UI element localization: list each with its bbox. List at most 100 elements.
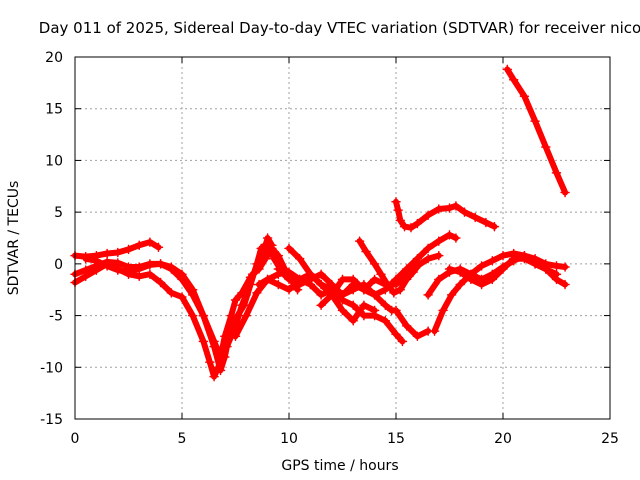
data-point <box>292 284 303 295</box>
y-tick-label: 5 <box>54 205 63 221</box>
data-point <box>423 210 433 220</box>
data-point <box>237 300 247 310</box>
data-point <box>254 264 264 274</box>
data-point <box>215 352 226 362</box>
data-point <box>434 274 444 285</box>
data-point <box>395 215 406 226</box>
data-point <box>205 357 215 367</box>
data-point <box>260 253 271 264</box>
data-point <box>551 261 562 271</box>
data-point <box>241 290 251 300</box>
data-point <box>123 267 134 277</box>
data-point <box>348 300 358 310</box>
y-axis-label: SDTVAR / TECUs <box>6 181 22 296</box>
data-point <box>256 243 266 254</box>
data-point <box>187 310 198 321</box>
data-point <box>560 262 570 272</box>
data-point <box>273 250 284 261</box>
data-point <box>502 64 513 75</box>
data-point <box>166 264 177 274</box>
data-point <box>284 274 294 285</box>
data-point <box>348 284 358 295</box>
data-point <box>397 336 408 347</box>
x-tick-label: 5 <box>178 431 187 447</box>
data-point <box>337 305 348 316</box>
data-point <box>209 336 219 347</box>
x-tick-labels: 0 5 10 15 20 25 <box>71 431 619 447</box>
data-point <box>560 279 570 290</box>
x-axis-label: GPS time / hours <box>281 458 398 474</box>
data-point <box>395 284 406 295</box>
data-point <box>327 290 337 300</box>
data-point <box>177 292 187 302</box>
data-point <box>80 265 91 275</box>
data-point <box>215 365 226 376</box>
data-point <box>487 256 498 266</box>
data-point <box>541 264 551 274</box>
grid <box>75 57 610 419</box>
data-point <box>348 274 358 285</box>
data-point <box>406 222 416 233</box>
y-tick-labels: -15 -10 -5 0 5 10 15 20 <box>40 50 63 428</box>
data-point <box>391 305 401 316</box>
y-tick-label: 20 <box>45 50 63 66</box>
data-point <box>305 269 316 279</box>
tick-marks <box>74 56 611 420</box>
data-point <box>316 290 326 300</box>
data-point <box>145 269 155 279</box>
data-point <box>476 279 487 290</box>
data-point <box>519 253 530 264</box>
data-point <box>359 284 369 295</box>
data-point <box>113 247 123 258</box>
data-point <box>481 217 491 228</box>
data-point <box>145 260 155 270</box>
data-point <box>414 259 425 269</box>
x-tick-label: 20 <box>494 431 512 447</box>
y-tick-label: 0 <box>54 257 63 273</box>
series-line <box>356 238 423 296</box>
data-point <box>451 201 461 211</box>
data-point <box>177 274 187 285</box>
data-point <box>155 277 166 288</box>
data-point <box>262 238 273 248</box>
data-point <box>262 274 273 285</box>
data-point <box>382 279 393 290</box>
data-point <box>187 290 198 300</box>
data-point <box>337 274 348 285</box>
data-point <box>459 207 470 217</box>
x-tick-label: 25 <box>601 431 619 447</box>
data-point <box>401 321 412 331</box>
data-point <box>391 329 401 339</box>
data-point <box>369 274 380 285</box>
data-point <box>230 295 241 305</box>
data-point <box>498 250 508 261</box>
data-point <box>429 326 440 336</box>
data-point <box>230 331 241 342</box>
data-point <box>267 243 277 254</box>
data-point <box>316 279 326 290</box>
data-point <box>198 336 209 347</box>
data-point <box>198 310 209 321</box>
data-point <box>551 168 562 178</box>
data-point <box>134 240 144 250</box>
y-tick-label: 15 <box>45 102 63 118</box>
data-point <box>209 371 219 382</box>
data-point <box>444 203 455 213</box>
data-point <box>91 256 102 266</box>
data-point <box>451 233 461 243</box>
data-point <box>423 243 433 254</box>
data-point <box>155 259 166 269</box>
data-point <box>361 246 371 257</box>
data-point <box>284 284 294 295</box>
data-point <box>560 187 570 198</box>
series-trace-11 <box>391 197 500 233</box>
data-point <box>359 300 369 310</box>
data-point <box>551 269 562 279</box>
data-point <box>498 264 508 274</box>
y-tick-label: -15 <box>40 412 63 428</box>
data-point <box>508 253 519 264</box>
y-tick-label: -5 <box>49 309 63 325</box>
data-point <box>134 264 144 274</box>
data-point <box>254 279 264 290</box>
